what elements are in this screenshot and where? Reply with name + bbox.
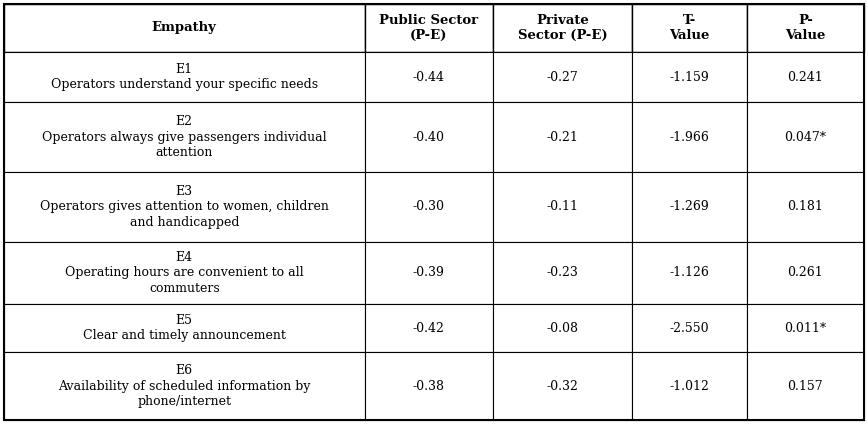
Text: -0.39: -0.39	[413, 266, 444, 279]
Text: -0.21: -0.21	[547, 131, 578, 144]
Bar	[493, 304, 632, 352]
Bar	[746, 172, 864, 242]
Text: 0.157: 0.157	[787, 379, 823, 393]
Text: -2.550: -2.550	[669, 322, 709, 335]
Text: E2
Operators always give passengers individual
attention: E2 Operators always give passengers indi…	[42, 115, 326, 159]
Text: 0.011*: 0.011*	[785, 322, 826, 335]
Text: E4
Operating hours are convenient to all
commuters: E4 Operating hours are convenient to all…	[65, 251, 304, 295]
Bar	[632, 102, 746, 172]
Text: Empathy: Empathy	[152, 22, 217, 34]
Bar	[746, 102, 864, 172]
Text: 0.047*: 0.047*	[785, 131, 826, 144]
Text: -0.23: -0.23	[547, 266, 578, 279]
Bar	[493, 102, 632, 172]
Text: -1.269: -1.269	[669, 200, 709, 213]
Bar	[365, 352, 493, 420]
Bar	[632, 172, 746, 242]
Text: Public Sector
(P-E): Public Sector (P-E)	[379, 14, 478, 42]
Bar	[4, 352, 365, 420]
Bar	[365, 52, 493, 102]
Text: E5
Clear and timely announcement: E5 Clear and timely announcement	[82, 314, 286, 343]
Bar	[4, 304, 365, 352]
Bar	[365, 172, 493, 242]
Bar	[365, 242, 493, 304]
Text: -0.40: -0.40	[413, 131, 444, 144]
Text: 0.261: 0.261	[787, 266, 823, 279]
Text: E3
Operators gives attention to women, children
and handicapped: E3 Operators gives attention to women, c…	[40, 185, 329, 229]
Text: -0.38: -0.38	[413, 379, 444, 393]
Text: E1
Operators understand your specific needs: E1 Operators understand your specific ne…	[50, 63, 318, 91]
Bar	[4, 52, 365, 102]
Text: P-
Value: P- Value	[786, 14, 825, 42]
Bar	[4, 4, 365, 52]
Bar	[746, 304, 864, 352]
Text: 0.181: 0.181	[787, 200, 824, 213]
Bar	[4, 102, 365, 172]
Text: -1.012: -1.012	[669, 379, 709, 393]
Bar	[493, 352, 632, 420]
Bar	[493, 4, 632, 52]
Bar	[632, 352, 746, 420]
Bar	[4, 172, 365, 242]
Bar	[493, 242, 632, 304]
Bar	[632, 4, 746, 52]
Text: -0.32: -0.32	[547, 379, 578, 393]
Bar	[493, 52, 632, 102]
Bar	[4, 242, 365, 304]
Bar	[365, 4, 493, 52]
Text: T-
Value: T- Value	[669, 14, 709, 42]
Text: -0.27: -0.27	[547, 71, 578, 84]
Text: -1.966: -1.966	[669, 131, 709, 144]
Text: -0.30: -0.30	[413, 200, 444, 213]
Bar	[746, 4, 864, 52]
Text: -0.11: -0.11	[547, 200, 579, 213]
Bar	[493, 172, 632, 242]
Bar	[746, 352, 864, 420]
Bar	[632, 52, 746, 102]
Bar	[746, 242, 864, 304]
Bar	[365, 102, 493, 172]
Text: Private
Sector (P-E): Private Sector (P-E)	[517, 14, 608, 42]
Bar	[746, 52, 864, 102]
Bar	[632, 242, 746, 304]
Bar	[365, 304, 493, 352]
Text: E6
Availability of scheduled information by
phone/internet: E6 Availability of scheduled information…	[58, 364, 311, 408]
Text: 0.241: 0.241	[787, 71, 823, 84]
Text: -0.44: -0.44	[413, 71, 444, 84]
Text: -1.126: -1.126	[669, 266, 709, 279]
Bar	[632, 304, 746, 352]
Text: -0.42: -0.42	[413, 322, 444, 335]
Text: -0.08: -0.08	[547, 322, 579, 335]
Text: -1.159: -1.159	[669, 71, 709, 84]
